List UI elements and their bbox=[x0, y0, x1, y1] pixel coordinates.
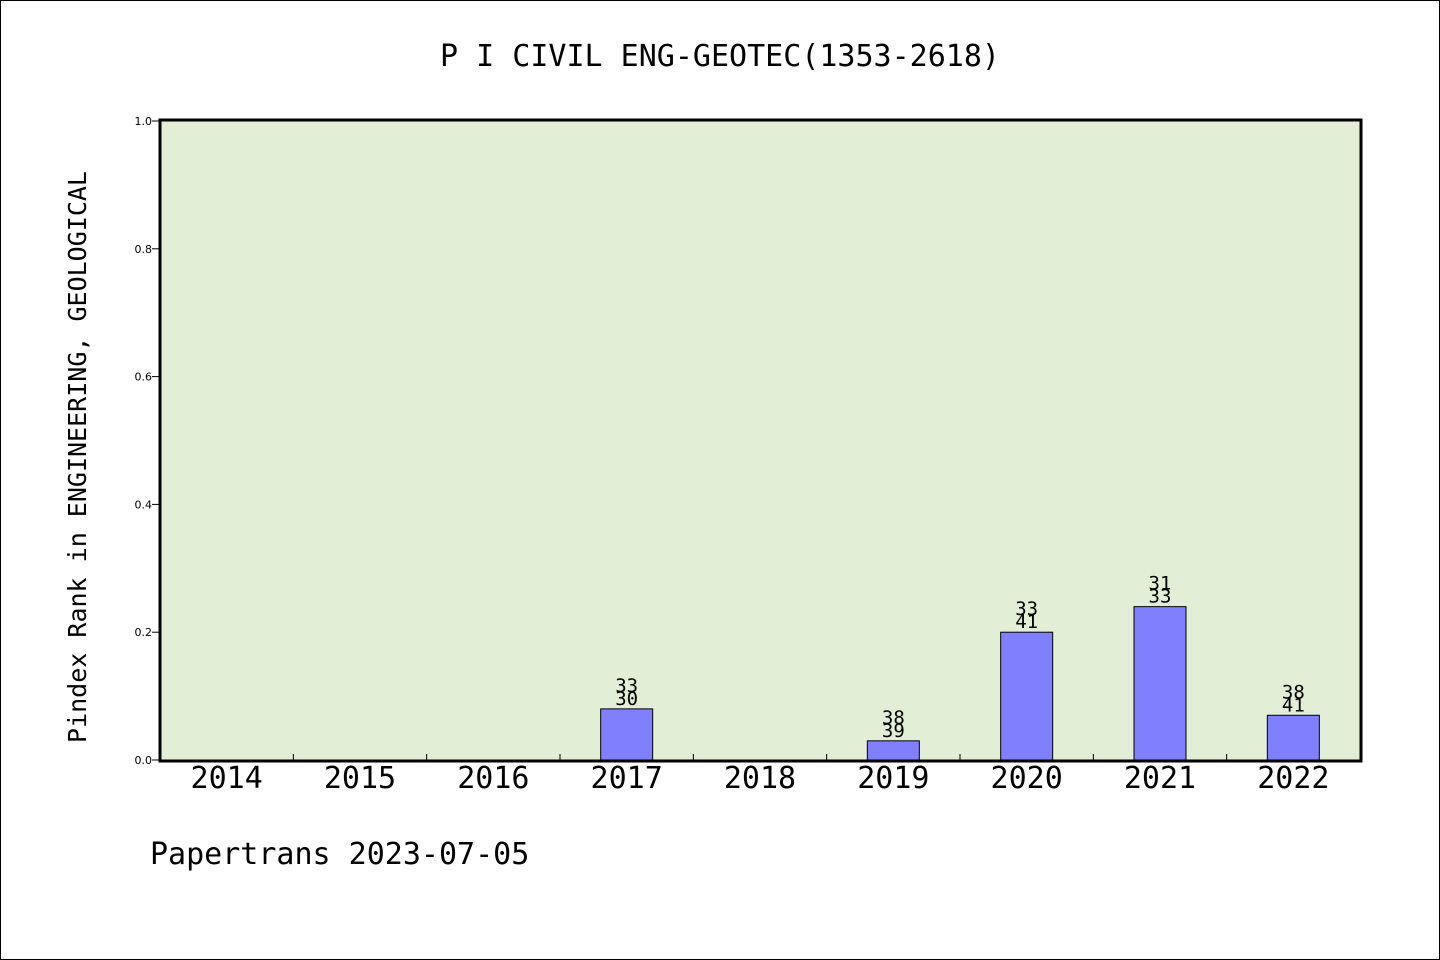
bar-data-label: 41 bbox=[1282, 694, 1305, 716]
x-tick-label: 2015 bbox=[324, 761, 396, 796]
x-tick-label: 2019 bbox=[857, 761, 929, 796]
bar-data-label: 33 bbox=[615, 675, 638, 697]
x-tick-label: 2014 bbox=[191, 761, 263, 796]
chart-title: P I CIVIL ENG-GEOTEC(1353-2618) bbox=[440, 39, 1000, 74]
bar-data-label: 31 bbox=[1149, 573, 1172, 595]
bars-layer bbox=[600, 606, 1320, 761]
y-tick-label: 0.6 bbox=[135, 371, 153, 384]
bar bbox=[1000, 631, 1054, 761]
bar-data-label: 33 bbox=[1149, 586, 1172, 608]
bar-data-label: 33 bbox=[1015, 598, 1038, 620]
bar-data-label: 38 bbox=[882, 707, 905, 729]
x-tick-label: 2020 bbox=[991, 761, 1063, 796]
bar-data-label: 38 bbox=[1282, 681, 1305, 703]
footer-text: Papertrans 2023-07-05 bbox=[150, 837, 529, 872]
x-axis-ticks: 2014 2015 2016 2017 2018 2019 2020 2021 2022 bbox=[191, 754, 1329, 796]
y-tick-label: 0.2 bbox=[135, 626, 153, 639]
x-tick-label: 2022 bbox=[1257, 761, 1329, 796]
bar-data-label: 30 bbox=[615, 688, 638, 710]
x-tick-label: 2018 bbox=[724, 761, 796, 796]
plot-frame bbox=[158, 118, 1363, 763]
y-tick-label: 1.0 bbox=[135, 115, 153, 128]
y-tick-label: 0.8 bbox=[135, 243, 153, 256]
x-tick-label: 2017 bbox=[591, 761, 663, 796]
y-axis-ticks: 0.0 0.2 0.4 0.6 0.8 1.0 bbox=[135, 115, 160, 767]
bar-data-label: 41 bbox=[1015, 611, 1038, 633]
bar bbox=[866, 740, 920, 761]
x-tick-label: 2021 bbox=[1124, 761, 1196, 796]
y-tick-label: 0.0 bbox=[135, 754, 153, 767]
bar bbox=[1133, 606, 1187, 761]
y-tick-label: 0.4 bbox=[135, 498, 153, 511]
bar bbox=[600, 708, 654, 761]
x-tick-label: 2016 bbox=[457, 761, 529, 796]
y-axis-label: Pindex Rank in ENGINEERING, GEOLOGICAL bbox=[63, 171, 92, 743]
bar bbox=[1266, 714, 1320, 761]
bar-data-label: 39 bbox=[882, 720, 905, 742]
